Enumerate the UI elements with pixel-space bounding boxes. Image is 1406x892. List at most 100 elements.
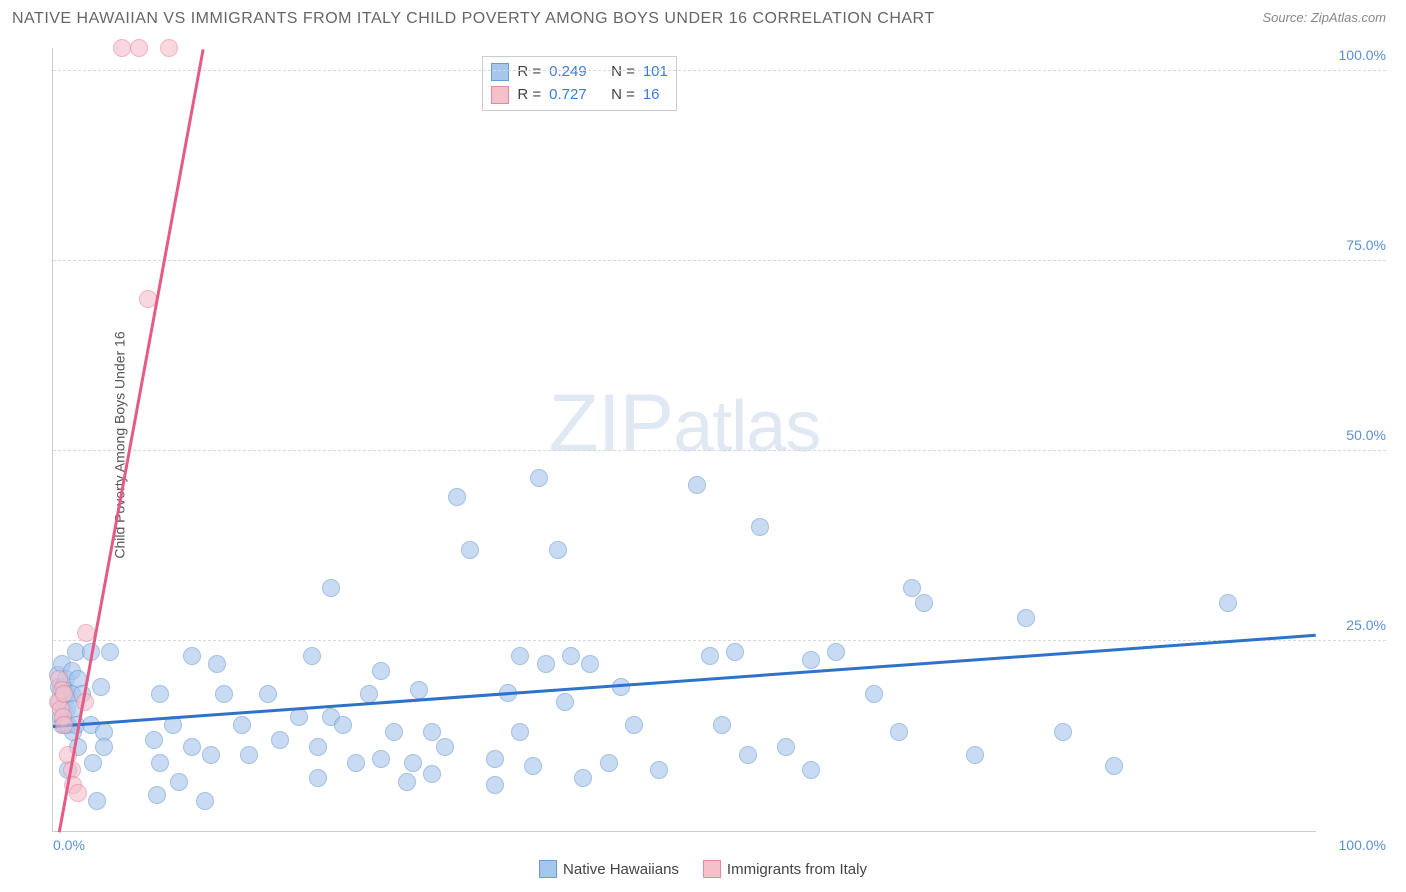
- data-point: [404, 754, 422, 772]
- watermark: ZIPatlas: [549, 377, 821, 471]
- gridline: [53, 450, 1386, 451]
- data-point: [524, 757, 542, 775]
- data-point: [1054, 723, 1072, 741]
- data-point: [202, 746, 220, 764]
- gridline: [53, 640, 1386, 641]
- data-point: [208, 655, 226, 673]
- series-legend: Native Hawaiians Immigrants from Italy: [539, 860, 867, 878]
- stat-label: N =: [611, 84, 635, 107]
- stats-row: R = 0.249 N = 101: [491, 61, 667, 84]
- gridline: [53, 70, 1386, 71]
- data-point: [322, 579, 340, 597]
- data-point: [148, 786, 166, 804]
- data-point: [726, 643, 744, 661]
- data-point: [233, 716, 251, 734]
- legend-swatch: [491, 63, 509, 81]
- source-label: Source: ZipAtlas.com: [1262, 10, 1386, 28]
- data-point: [574, 769, 592, 787]
- data-point: [88, 792, 106, 810]
- data-point: [55, 685, 73, 703]
- stat-label: R =: [517, 84, 541, 107]
- data-point: [160, 39, 178, 57]
- data-point: [581, 655, 599, 673]
- data-point: [511, 723, 529, 741]
- n-value: 16: [643, 84, 660, 107]
- data-point: [95, 738, 113, 756]
- data-point: [701, 647, 719, 665]
- data-point: [303, 647, 321, 665]
- y-tick-label: 25.0%: [1340, 617, 1386, 633]
- legend-swatch: [491, 86, 509, 104]
- data-point: [385, 723, 403, 741]
- gridline: [53, 260, 1386, 261]
- data-point: [915, 594, 933, 612]
- stats-legend: R = 0.249 N = 101R = 0.727 N = 16: [482, 56, 676, 111]
- chart-title: NATIVE HAWAIIAN VS IMMIGRANTS FROM ITALY…: [12, 10, 935, 28]
- legend-label: Native Hawaiians: [563, 861, 679, 878]
- data-point: [196, 792, 214, 810]
- data-point: [802, 761, 820, 779]
- data-point: [562, 647, 580, 665]
- data-point: [151, 754, 169, 772]
- data-point: [556, 693, 574, 711]
- r-value: 0.249: [549, 61, 587, 84]
- data-point: [55, 716, 73, 734]
- data-point: [802, 651, 820, 669]
- data-point: [890, 723, 908, 741]
- data-point: [101, 643, 119, 661]
- data-point: [537, 655, 555, 673]
- legend-item: Immigrants from Italy: [703, 860, 867, 878]
- data-point: [511, 647, 529, 665]
- data-point: [688, 476, 706, 494]
- data-point: [549, 541, 567, 559]
- x-axis-min-label: 0.0%: [53, 837, 85, 853]
- data-point: [530, 469, 548, 487]
- stat-label: R =: [517, 61, 541, 84]
- data-point: [84, 754, 102, 772]
- data-point: [625, 716, 643, 734]
- data-point: [271, 731, 289, 749]
- data-point: [461, 541, 479, 559]
- data-point: [865, 685, 883, 703]
- data-point: [436, 738, 454, 756]
- data-point: [777, 738, 795, 756]
- data-point: [183, 647, 201, 665]
- data-point: [903, 579, 921, 597]
- data-point: [423, 723, 441, 741]
- legend-swatch: [539, 860, 557, 878]
- data-point: [145, 731, 163, 749]
- data-point: [347, 754, 365, 772]
- data-point: [240, 746, 258, 764]
- data-point: [372, 662, 390, 680]
- data-point: [372, 750, 390, 768]
- data-point: [360, 685, 378, 703]
- data-point: [130, 39, 148, 57]
- data-point: [486, 750, 504, 768]
- data-point: [600, 754, 618, 772]
- y-tick-label: 50.0%: [1340, 427, 1386, 443]
- data-point: [423, 765, 441, 783]
- data-point: [215, 685, 233, 703]
- data-point: [183, 738, 201, 756]
- data-point: [92, 678, 110, 696]
- trend-line: [53, 633, 1316, 727]
- data-point: [448, 488, 466, 506]
- data-point: [259, 685, 277, 703]
- data-point: [309, 738, 327, 756]
- data-point: [827, 643, 845, 661]
- data-point: [69, 784, 87, 802]
- plot-area: ZIPatlas R = 0.249 N = 101R = 0.727 N = …: [52, 48, 1316, 832]
- data-point: [751, 518, 769, 536]
- x-axis-max-label: 100.0%: [1339, 837, 1386, 853]
- data-point: [650, 761, 668, 779]
- data-point: [1017, 609, 1035, 627]
- legend-label: Immigrants from Italy: [727, 861, 867, 878]
- legend-swatch: [703, 860, 721, 878]
- data-point: [334, 716, 352, 734]
- data-point: [290, 708, 308, 726]
- legend-item: Native Hawaiians: [539, 860, 679, 878]
- chart-container: Child Poverty Among Boys Under 16 ZIPatl…: [12, 38, 1386, 852]
- data-point: [113, 39, 131, 57]
- data-point: [1219, 594, 1237, 612]
- data-point: [1105, 757, 1123, 775]
